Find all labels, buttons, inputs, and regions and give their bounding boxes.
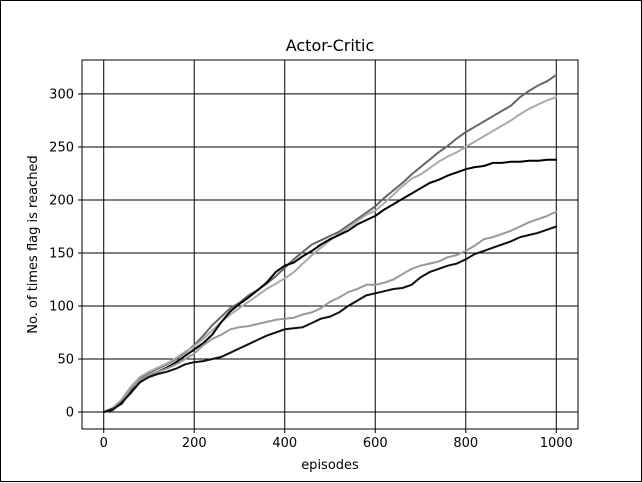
grid-layer <box>82 60 578 429</box>
y-tick-label: 200 <box>49 193 74 208</box>
y-tick-label: 100 <box>49 300 74 315</box>
series-line-3 <box>102 158 558 413</box>
chart-title: Actor-Critic <box>286 36 375 55</box>
y-tick-label: 250 <box>49 140 74 155</box>
y-tick-label: 50 <box>57 353 74 368</box>
y-tick-label: 150 <box>49 246 74 261</box>
x-tick-label: 200 <box>182 436 207 451</box>
x-tick-label: 600 <box>363 436 388 451</box>
ticks-layer: 0 200 400 600 800 1000 0 50 100 150 200 250 300 <box>49 87 573 451</box>
y-axis-label: No. of times flag is reached <box>26 155 41 333</box>
plot-area-frame <box>81 59 579 430</box>
series-line-5 <box>102 225 558 413</box>
y-tick-label: 0 <box>66 406 74 421</box>
series-line-4 <box>102 210 558 413</box>
x-tick-label: 400 <box>272 436 297 451</box>
x-axis-label: episodes <box>301 458 359 473</box>
x-tick-label: 800 <box>453 436 478 451</box>
x-tick-label: 0 <box>100 436 108 451</box>
series-layer <box>102 73 558 413</box>
x-tick-label: 1000 <box>540 436 573 451</box>
y-tick-label: 300 <box>49 87 74 102</box>
